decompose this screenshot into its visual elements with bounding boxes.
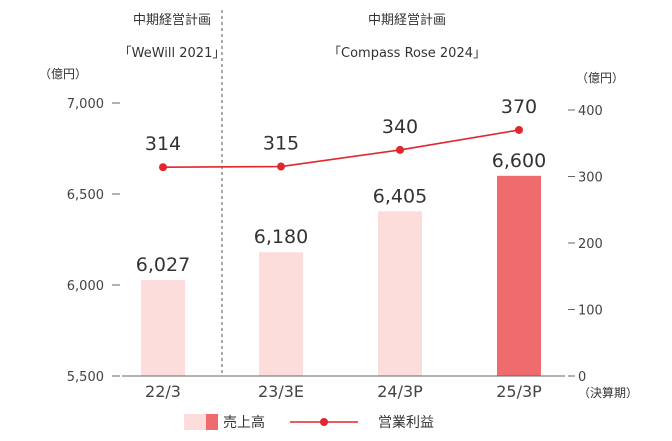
right-tick-label: 200 — [578, 237, 603, 252]
right-axis-unit: （億円） — [576, 71, 624, 85]
bar-value-label: 6,027 — [136, 254, 190, 276]
left-tick-label: 6,500 — [67, 188, 104, 203]
legend-label-sales: 売上高 — [223, 414, 265, 431]
bar-value-label: 6,180 — [254, 226, 308, 248]
line-value-label: 370 — [501, 96, 537, 118]
right-tick-label: 300 — [578, 171, 603, 186]
x-tick-label: 25/3P — [496, 382, 542, 401]
bar-value-label: 6,600 — [492, 150, 546, 172]
legend-marker-operating-profit — [320, 418, 328, 426]
left-axis-unit: （億円） — [39, 67, 87, 81]
line-value-label: 315 — [263, 133, 299, 155]
bar-value-label: 6,405 — [373, 185, 427, 207]
left-tick-label: 6,000 — [67, 279, 104, 294]
legend-swatch-sales-light — [184, 414, 210, 430]
bar-sales-22/3 — [141, 280, 185, 376]
left-tick-label: 5,500 — [67, 370, 104, 385]
x-tick-label: 23/3E — [258, 382, 304, 401]
operating-profit-point — [277, 162, 285, 171]
bar-sales-23/3E — [259, 252, 303, 376]
x-axis-unit: （決算期） — [578, 385, 638, 400]
right-tick-label: 100 — [578, 304, 603, 319]
line-value-label: 314 — [145, 133, 181, 155]
plan-name-2: 中期経営計画 — [368, 12, 446, 28]
plan-name-1: 中期経営計画 — [133, 12, 211, 28]
operating-profit-point — [396, 145, 404, 154]
right-tick-label: 0 — [578, 370, 586, 385]
left-tick-label: 7,000 — [67, 97, 104, 112]
operating-profit-point — [159, 163, 167, 172]
legend-swatch-sales-dark — [206, 414, 218, 430]
bar-sales-25/3P — [497, 175, 541, 376]
x-tick-label: 22/3 — [145, 382, 181, 401]
line-value-label: 340 — [382, 116, 418, 138]
right-tick-label: 400 — [578, 104, 603, 119]
plan-subtitle-1: 「WeWill 2021」 — [119, 46, 226, 61]
bar-sales-24/3P — [378, 211, 422, 376]
plan-subtitle-2: 「Compass Rose 2024」 — [328, 46, 486, 61]
legend-label-operating-profit: 営業利益 — [378, 415, 434, 431]
x-tick-label: 24/3P — [377, 382, 423, 401]
operating-profit-line — [162, 129, 520, 168]
operating-profit-point — [515, 125, 523, 134]
